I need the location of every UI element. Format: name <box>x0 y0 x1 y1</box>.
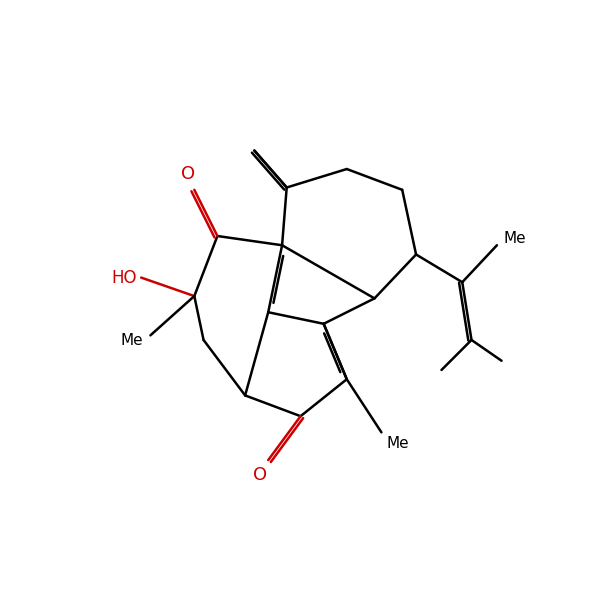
Text: HO: HO <box>111 269 137 287</box>
Text: O: O <box>181 165 196 183</box>
Text: Me: Me <box>504 231 526 246</box>
Text: O: O <box>253 466 268 484</box>
Text: Me: Me <box>386 436 409 451</box>
Text: Me: Me <box>121 334 143 349</box>
